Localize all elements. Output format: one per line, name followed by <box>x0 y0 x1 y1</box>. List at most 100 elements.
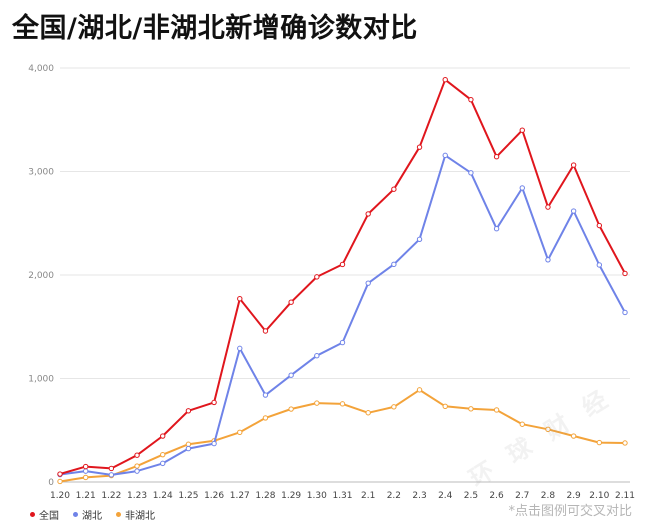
data-point-non_hubei <box>545 426 551 433</box>
data-point-non_hubei <box>416 387 423 393</box>
data-point-national <box>108 465 115 472</box>
data-point-national <box>545 204 551 210</box>
data-point-non_hubei <box>468 406 474 412</box>
data-point-non_hubei <box>570 433 577 439</box>
x-tick-label: 1.26 <box>204 491 224 501</box>
y-tick-label: 0 <box>48 478 54 488</box>
data-point-non_hubei <box>339 401 346 407</box>
data-point-non_hubei <box>314 400 320 406</box>
data-point-non_hubei <box>622 440 628 446</box>
data-point-non_hubei <box>442 403 448 410</box>
data-point-hubei <box>622 309 628 316</box>
data-point-national <box>442 76 448 83</box>
data-point-national <box>365 211 371 217</box>
data-point-non_hubei <box>262 415 269 421</box>
data-point-national <box>622 270 628 277</box>
data-point-non_hubei <box>57 478 63 485</box>
data-point-non_hubei <box>288 406 294 412</box>
data-point-non_hubei <box>596 439 603 446</box>
x-tick-label: 1.23 <box>127 491 147 501</box>
data-point-hubei <box>108 472 115 478</box>
x-tick-label: 2.2 <box>387 491 401 501</box>
data-point-national <box>416 144 423 150</box>
data-point-national <box>82 463 89 470</box>
data-point-non_hubei <box>82 474 89 481</box>
data-point-hubei <box>519 185 525 191</box>
y-tick-label: 4,000 <box>28 64 54 74</box>
data-point-national <box>391 186 397 192</box>
legend-label: 全国 <box>39 511 59 522</box>
data-point-national <box>185 408 192 414</box>
legend-marker <box>73 512 78 517</box>
data-point-hubei <box>211 440 217 447</box>
data-point-non_hubei <box>185 441 192 447</box>
x-tick-label: 1.29 <box>281 491 301 501</box>
legend-item-national[interactable]: 全国 <box>30 507 59 522</box>
data-point-non_hubei <box>160 451 166 458</box>
chart-title: 全国/湖北/非湖北新增确诊数对比 <box>12 13 418 44</box>
x-tick-label: 2.4 <box>438 491 453 501</box>
data-point-hubei <box>416 236 423 242</box>
data-point-national <box>237 296 243 302</box>
data-point-national <box>519 127 525 133</box>
data-point-national <box>468 96 474 103</box>
x-tick-label: 2.8 <box>541 491 556 501</box>
legend-label: 湖北 <box>82 511 102 522</box>
x-tick-label: 2.1 <box>361 491 375 501</box>
legend-item-non_hubei[interactable]: 非湖北 <box>116 507 155 522</box>
data-point-hubei <box>570 208 577 214</box>
y-tick-label: 2,000 <box>28 271 54 281</box>
x-tick-label: 1.30 <box>307 491 327 501</box>
data-point-non_hubei <box>493 407 500 413</box>
x-tick-label: 1.25 <box>178 491 198 501</box>
x-tick-label: 2.10 <box>589 491 609 501</box>
data-point-hubei <box>442 152 448 159</box>
data-point-hubei <box>365 280 371 286</box>
data-point-hubei <box>493 226 500 232</box>
data-point-hubei <box>596 262 603 268</box>
x-tick-label: 2.7 <box>515 491 529 501</box>
legend-marker <box>30 512 35 517</box>
y-tick-label: 3,000 <box>28 168 54 178</box>
data-point-hubei <box>391 261 397 268</box>
x-tick-label: 1.21 <box>76 491 96 501</box>
data-point-hubei <box>545 257 551 263</box>
data-point-hubei <box>314 353 320 359</box>
x-tick-label: 1.22 <box>101 491 121 501</box>
data-point-non_hubei <box>237 429 243 436</box>
data-point-non_hubei <box>134 463 140 469</box>
x-tick-label: 1.31 <box>332 491 352 501</box>
x-tick-label: 1.27 <box>230 491 250 501</box>
x-tick-label: 1.20 <box>50 491 70 501</box>
legend-label: 非湖北 <box>125 511 155 522</box>
x-tick-label: 1.28 <box>255 491 275 501</box>
chart-legend: 全国 湖北 非湖北 <box>30 507 155 522</box>
data-point-hubei <box>237 345 243 352</box>
data-point-national <box>288 299 294 305</box>
x-tick-label: 2.5 <box>464 491 478 501</box>
data-point-national <box>339 261 346 268</box>
data-point-national <box>57 471 63 477</box>
data-point-hubei <box>160 460 166 467</box>
hint-note: *点击图例可交叉对比 <box>508 504 632 519</box>
data-point-non_hubei <box>391 404 397 410</box>
data-point-non_hubei <box>519 421 525 427</box>
data-point-national <box>314 274 320 280</box>
legend-item-hubei[interactable]: 湖北 <box>73 507 102 522</box>
data-point-hubei <box>468 170 474 176</box>
x-tick-label: 1.24 <box>153 491 173 501</box>
x-tick-label: 2.9 <box>566 491 581 501</box>
data-point-national <box>211 399 217 406</box>
data-point-hubei <box>82 468 89 474</box>
data-point-national <box>262 328 269 334</box>
data-point-non_hubei <box>365 410 371 416</box>
legend-marker <box>116 512 121 517</box>
data-point-national <box>160 433 166 439</box>
data-point-hubei <box>185 445 192 452</box>
data-point-hubei <box>288 372 294 378</box>
data-point-national <box>134 452 140 458</box>
y-tick-label: 1,000 <box>28 375 54 385</box>
data-point-hubei <box>339 339 346 346</box>
x-tick-label: 2.11 <box>615 491 635 501</box>
